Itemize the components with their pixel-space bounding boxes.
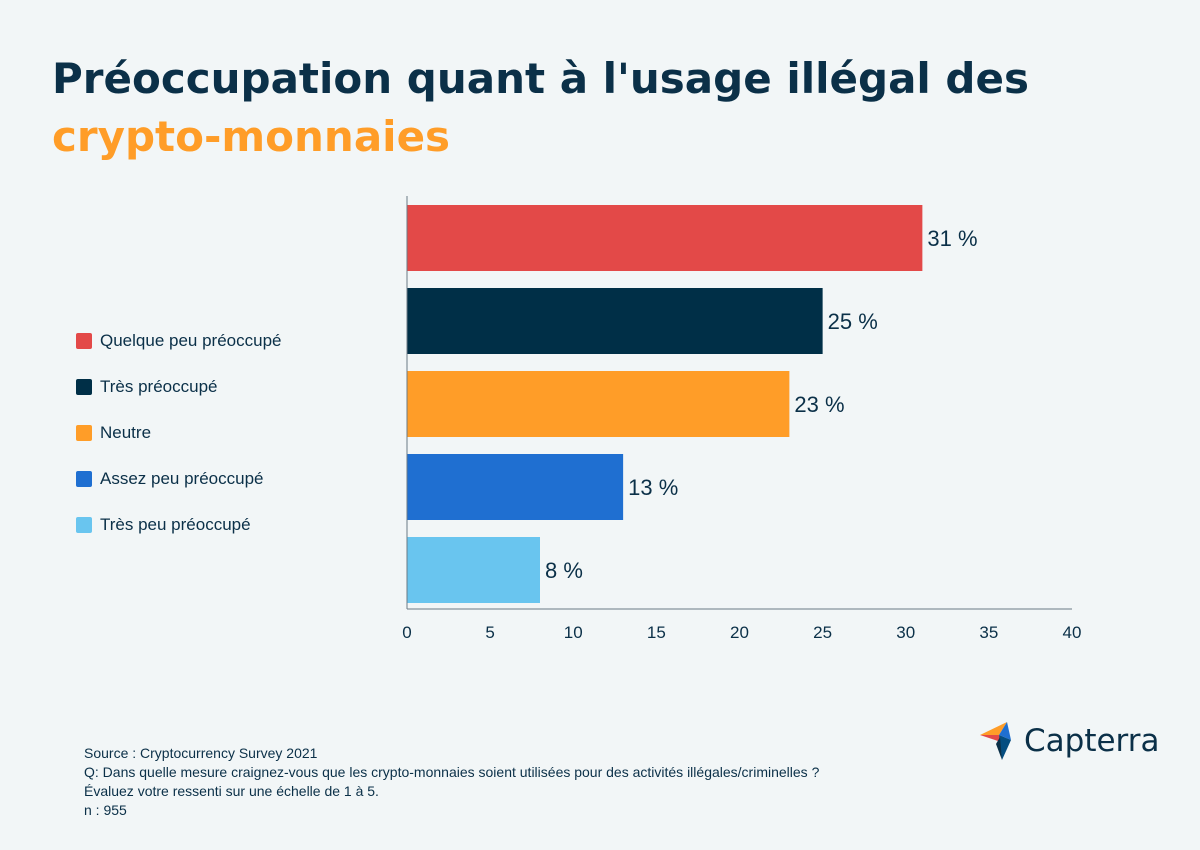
- x-tick-label: 10: [564, 623, 583, 642]
- data-label: 13 %: [628, 475, 678, 500]
- legend-swatch: [76, 517, 92, 533]
- capterra-wordmark: Capterra: [1024, 723, 1160, 759]
- sample-size-note: n : 955: [84, 802, 127, 818]
- x-tick-label: 35: [979, 623, 998, 642]
- bar: [407, 371, 790, 437]
- bar: [407, 288, 823, 354]
- title-line-2: crypto-monnaies: [52, 112, 451, 161]
- capterra-logo: Capterra: [980, 720, 1160, 762]
- legend-swatch: [76, 333, 92, 349]
- x-tick-label: 25: [813, 623, 832, 642]
- data-label: 31 %: [927, 226, 977, 251]
- legend-swatch: [76, 471, 92, 487]
- legend-label: Très préoccupé: [100, 377, 218, 396]
- x-tick-label: 20: [730, 623, 749, 642]
- bar: [407, 454, 624, 520]
- bar: [407, 205, 923, 271]
- capterra-arrow-icon: [980, 722, 1011, 760]
- legend-swatch: [76, 425, 92, 441]
- x-tick-label: 15: [647, 623, 666, 642]
- footer-notes: Source : Cryptocurrency Survey 2021 Q: D…: [84, 744, 819, 820]
- legend-item: Neutre: [76, 410, 281, 456]
- legend: Quelque peu préoccupé Très préoccupé Neutr…: [76, 318, 281, 548]
- x-tick-label: 30: [896, 623, 915, 642]
- legend-label: Neutre: [100, 423, 152, 442]
- legend-label: Très peu préoccupé: [100, 515, 251, 534]
- legend-swatch: [76, 379, 92, 395]
- legend-item: Quelque peu préoccupé: [76, 318, 281, 364]
- data-label: 25 %: [828, 309, 878, 334]
- title-line-1: Préoccupation quant à l'usage illégal de…: [52, 54, 1029, 103]
- legend-label: Assez peu préoccupé: [100, 469, 264, 488]
- legend-item: Très préoccupé: [76, 364, 281, 410]
- question-note: Q: Dans quelle mesure craignez-vous que …: [84, 764, 820, 780]
- x-tick-label: 0: [402, 623, 411, 642]
- data-label: 8 %: [545, 558, 583, 583]
- chart-title: Préoccupation quant à l'usage illégal de…: [52, 50, 1029, 166]
- scale-note: Évaluez votre ressenti sur une échelle d…: [84, 783, 379, 799]
- data-label: 23 %: [794, 392, 844, 417]
- x-tick-label: 40: [1063, 623, 1082, 642]
- bar: [407, 537, 540, 603]
- legend-label: Quelque peu préoccupé: [100, 331, 282, 350]
- source-note: Source : Cryptocurrency Survey 2021: [84, 745, 318, 761]
- legend-item: Assez peu préoccupé: [76, 456, 281, 502]
- x-tick-label: 5: [485, 623, 494, 642]
- legend-item: Très peu préoccupé: [76, 502, 281, 548]
